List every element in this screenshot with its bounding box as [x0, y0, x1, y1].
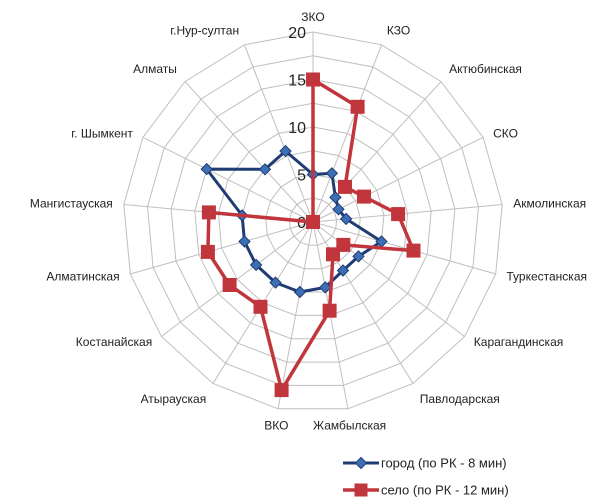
spoke — [243, 44, 314, 223]
data-point — [200, 162, 213, 176]
series-2 — [200, 72, 421, 398]
data-point — [238, 235, 251, 248]
data-point — [322, 303, 337, 318]
grid-ring — [241, 150, 385, 293]
data-point — [269, 276, 282, 289]
tick-label: 10 — [288, 120, 306, 137]
category-label: СКО — [493, 126, 518, 140]
category-label: КЗО — [387, 23, 410, 37]
grid-ring — [217, 126, 409, 316]
spoke — [312, 81, 442, 223]
category-label: ВКО — [264, 419, 288, 433]
data-point — [293, 285, 307, 299]
legend-marker — [354, 456, 368, 470]
legend: город (по РК - 8 мин) село (по РК - 12 ми… — [343, 456, 509, 498]
category-label: Акмолинская — [513, 197, 586, 211]
category-label: Атырауская — [141, 392, 207, 406]
series-line — [206, 77, 416, 392]
tick-label: 20 — [288, 25, 306, 42]
category-label: Костанайская — [76, 335, 152, 349]
category-label: Мангистауская — [30, 197, 113, 211]
spoke — [184, 81, 314, 223]
category-label: ЗКО — [301, 10, 324, 24]
category-label: г.Нур-султан — [170, 23, 239, 37]
data-point — [329, 191, 342, 204]
legend-item: село (по РК - 12 мин) — [343, 483, 509, 498]
category-label: Жамбылская — [313, 419, 386, 433]
data-point — [201, 205, 216, 220]
data-point — [339, 212, 353, 226]
tick-label: 5 — [297, 168, 306, 185]
legend-item: город (по РК - 8 мин) — [343, 456, 507, 471]
category-label: Алматы — [133, 62, 177, 76]
data-point — [336, 264, 350, 277]
spoke — [161, 221, 314, 337]
category-label: Карагандинская — [474, 335, 563, 349]
radar-series — [200, 72, 421, 398]
legend-marker — [354, 483, 368, 497]
legend-label: город (по РК - 8 мин) — [381, 456, 507, 471]
spoke — [142, 136, 314, 223]
data-point — [336, 237, 351, 252]
series-1 — [200, 144, 388, 299]
data-point — [222, 278, 237, 292]
data-point — [391, 207, 406, 222]
data-point — [249, 258, 263, 272]
category-label: г. Шымкент — [71, 126, 133, 140]
grid-ring — [123, 31, 503, 410]
category-labels: ЗКО КЗО Актюбинская СКО Акмолинская Туркестан… — [30, 10, 587, 433]
data-point — [326, 247, 340, 262]
data-point — [406, 243, 421, 258]
spoke — [312, 44, 383, 223]
category-label: Алматинская — [46, 270, 119, 284]
data-point — [325, 167, 339, 180]
data-point — [279, 144, 292, 158]
grid-ring — [146, 55, 480, 386]
legend-label: село (по РК - 12 мин) — [381, 483, 509, 498]
data-point — [350, 99, 365, 114]
radial-tick-labels: 0 5 10 15 20 — [288, 25, 306, 232]
grid-ring — [170, 78, 456, 363]
category-label: Павлодарская — [420, 392, 500, 406]
data-point — [352, 250, 365, 263]
spoke — [277, 221, 314, 409]
data-point — [253, 299, 268, 314]
data-point — [357, 189, 371, 204]
data-point — [318, 281, 332, 294]
data-point — [306, 72, 320, 87]
tick-label: 0 — [297, 215, 306, 232]
data-point — [200, 244, 215, 259]
grid-ring — [265, 173, 361, 270]
data-point — [258, 163, 272, 176]
category-label: Актюбинская — [449, 62, 522, 76]
spoke — [312, 221, 496, 275]
data-point — [306, 215, 320, 229]
tick-label: 15 — [288, 73, 306, 90]
spoke — [130, 221, 314, 275]
data-point — [338, 179, 352, 194]
data-point — [332, 203, 345, 216]
data-point — [274, 383, 289, 398]
category-label: Туркестанская — [506, 270, 587, 284]
